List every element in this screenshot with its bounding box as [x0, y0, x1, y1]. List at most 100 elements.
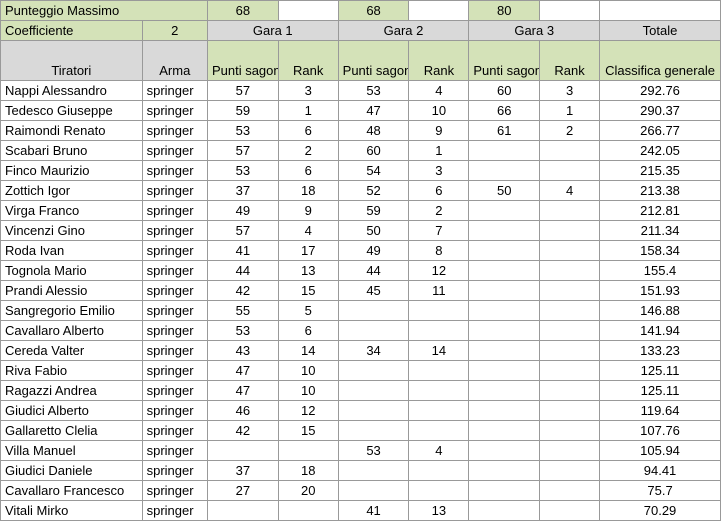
cell-rank1: [278, 501, 338, 521]
table-row: Giudici Albertospringer4612119.64: [1, 401, 721, 421]
cell-ps1: 53: [207, 121, 278, 141]
max-gara3: 80: [469, 1, 540, 21]
cell-ps2: 53: [338, 441, 409, 461]
cell-rank2: 4: [409, 81, 469, 101]
cell-rank2: 14: [409, 341, 469, 361]
cell-ps2: 47: [338, 101, 409, 121]
cell-arma: springer: [142, 401, 207, 421]
cell-rank1: 15: [278, 281, 338, 301]
cell-arma: springer: [142, 181, 207, 201]
cell-ps1: 42: [207, 281, 278, 301]
table-row: Giudici Danielespringer371894.41: [1, 461, 721, 481]
cell-rank3: [540, 401, 600, 421]
cell-name: Finco Maurizio: [1, 161, 143, 181]
cell-ps3: [469, 241, 540, 261]
table-row: Vincenzi Ginospringer574507211.34: [1, 221, 721, 241]
cell-rank2: [409, 301, 469, 321]
table-row: Riva Fabiospringer4710125.11: [1, 361, 721, 381]
table-row: Finco Mauriziospringer536543215.35: [1, 161, 721, 181]
header-tiratori: Tiratori: [1, 41, 143, 81]
cell-arma: springer: [142, 321, 207, 341]
cell-name: Roda Ivan: [1, 241, 143, 261]
cell-ps3: [469, 301, 540, 321]
cell-ps2: [338, 461, 409, 481]
row-coefficient: Coefficiente 2 Gara 1 Gara 2 Gara 3 Tota…: [1, 21, 721, 41]
header-arma: Arma: [142, 41, 207, 81]
cell-arma: springer: [142, 301, 207, 321]
cell-rank3: [540, 241, 600, 261]
empty-cell: [409, 1, 469, 21]
cell-rank1: 15: [278, 421, 338, 441]
cell-rank3: [540, 161, 600, 181]
cell-ps3: [469, 481, 540, 501]
cell-rank2: 1: [409, 141, 469, 161]
table-row: Scabari Brunospringer572601242.05: [1, 141, 721, 161]
table-row: Zottich Igorspringer3718526504213.38: [1, 181, 721, 201]
label-gara2: Gara 2: [338, 21, 469, 41]
cell-ps1: 37: [207, 461, 278, 481]
cell-rank1: 6: [278, 321, 338, 341]
cell-ps1: 59: [207, 101, 278, 121]
cell-ps3: [469, 321, 540, 341]
cell-ps3: [469, 261, 540, 281]
cell-ps3: [469, 141, 540, 161]
cell-arma: springer: [142, 81, 207, 101]
cell-rank3: 2: [540, 121, 600, 141]
cell-arma: springer: [142, 361, 207, 381]
cell-rank1: [278, 441, 338, 461]
cell-arma: springer: [142, 441, 207, 461]
cell-arma: springer: [142, 201, 207, 221]
cell-rank3: [540, 481, 600, 501]
cell-rank2: [409, 381, 469, 401]
cell-rank3: [540, 221, 600, 241]
cell-total: 70.29: [600, 501, 721, 521]
cell-ps2: 41: [338, 501, 409, 521]
cell-ps3: [469, 281, 540, 301]
table-row: Sangregorio Emiliospringer555146.88: [1, 301, 721, 321]
cell-ps2: [338, 481, 409, 501]
cell-rank2: 6: [409, 181, 469, 201]
cell-rank2: [409, 481, 469, 501]
cell-arma: springer: [142, 221, 207, 241]
cell-name: Giudici Daniele: [1, 461, 143, 481]
table-row: Raimondi Renatospringer536489612266.77: [1, 121, 721, 141]
header-classifica: Classifica generale: [600, 41, 721, 81]
cell-rank2: 13: [409, 501, 469, 521]
table-row: Cavallaro Albertospringer536141.94: [1, 321, 721, 341]
cell-ps2: [338, 381, 409, 401]
cell-ps2: [338, 361, 409, 381]
cell-name: Prandi Alessio: [1, 281, 143, 301]
cell-total: 158.34: [600, 241, 721, 261]
cell-rank3: [540, 501, 600, 521]
cell-name: Sangregorio Emilio: [1, 301, 143, 321]
cell-arma: springer: [142, 381, 207, 401]
header-rank1: Rank: [278, 41, 338, 81]
cell-rank2: [409, 421, 469, 441]
cell-ps3: [469, 401, 540, 421]
cell-ps3: [469, 161, 540, 181]
cell-ps1: 57: [207, 141, 278, 161]
cell-rank2: 12: [409, 261, 469, 281]
cell-name: Tedesco Giuseppe: [1, 101, 143, 121]
cell-ps2: 52: [338, 181, 409, 201]
cell-rank2: 8: [409, 241, 469, 261]
cell-ps3: 61: [469, 121, 540, 141]
row-max-score: Punteggio Massimo 68 68 80: [1, 1, 721, 21]
cell-total: 105.94: [600, 441, 721, 461]
cell-total: 107.76: [600, 421, 721, 441]
cell-ps2: [338, 321, 409, 341]
cell-name: Vitali Mirko: [1, 501, 143, 521]
label-coefficiente: Coefficiente: [1, 21, 143, 41]
cell-arma: springer: [142, 161, 207, 181]
cell-rank3: [540, 261, 600, 281]
cell-ps2: 48: [338, 121, 409, 141]
cell-ps2: [338, 401, 409, 421]
cell-ps1: 53: [207, 161, 278, 181]
cell-rank3: [540, 361, 600, 381]
cell-rank3: [540, 381, 600, 401]
empty-cell: [600, 1, 721, 21]
cell-name: Zottich Igor: [1, 181, 143, 201]
cell-rank1: 20: [278, 481, 338, 501]
cell-arma: springer: [142, 461, 207, 481]
cell-ps1: 57: [207, 221, 278, 241]
